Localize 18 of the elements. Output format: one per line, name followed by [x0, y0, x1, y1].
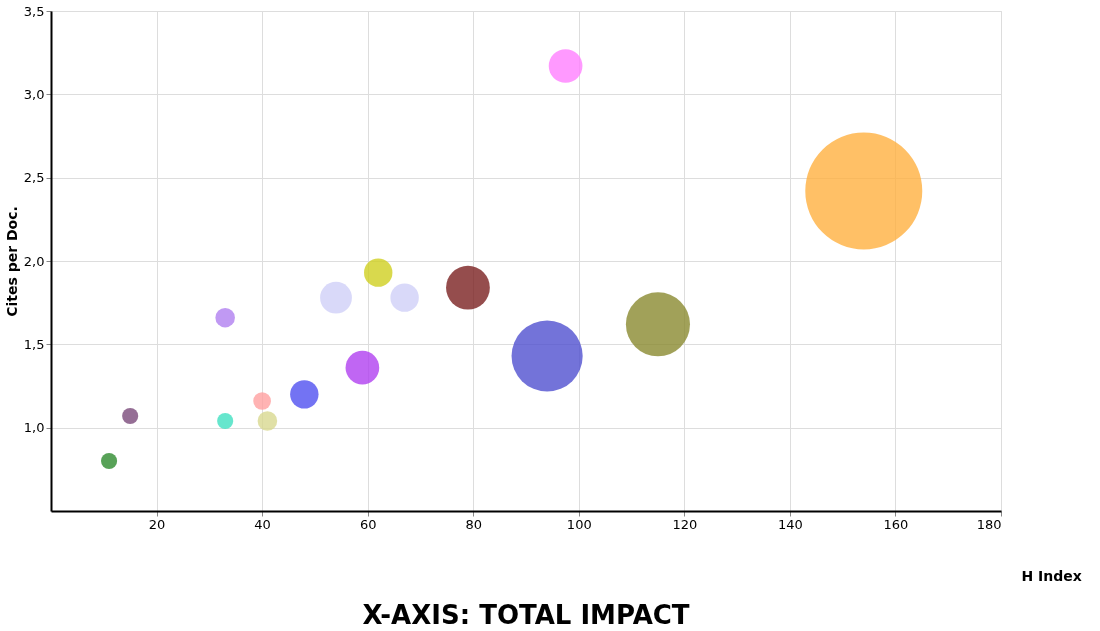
x-tick-label: 100	[566, 516, 592, 532]
x-tick-label: 20	[148, 516, 166, 532]
y-tick-label: 1,5	[23, 336, 45, 352]
x-axis-title: H Index	[1021, 567, 1082, 584]
y-tick-label: 1,0	[23, 420, 45, 436]
x-tick-label: 120	[672, 516, 698, 532]
x-tick-label: 60	[359, 516, 377, 532]
y-tick-label: 2,5	[23, 170, 45, 186]
x-tick-label: 40	[254, 516, 271, 532]
x-tick-label: 140	[777, 516, 803, 532]
y-tick-label: 2,0	[23, 253, 45, 269]
x-tick-label: 80	[465, 516, 482, 532]
text: X-AXIS: TOTAL IMPACT	[362, 600, 690, 630]
x-tick-label: 180	[976, 516, 1002, 532]
y-tick-label: 3,5	[23, 3, 45, 19]
x-tick-label: 160	[883, 516, 909, 532]
y-tick-label: 3,0	[23, 86, 45, 102]
y-axis-title: Cites per Doc.	[3, 206, 20, 317]
